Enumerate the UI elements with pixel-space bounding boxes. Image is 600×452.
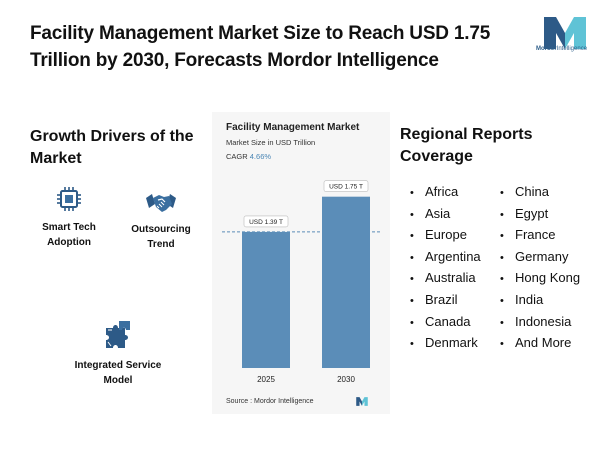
regions-heading: Regional Reports Coverage [400, 126, 533, 165]
chart-title: Facility Management Market [226, 122, 360, 133]
region-item: And More [500, 333, 580, 355]
bar-2030 [322, 196, 370, 368]
regions-list-col1: AfricaAsiaEuropeArgentinaAustraliaBrazil… [410, 182, 481, 355]
chip-icon [57, 187, 81, 211]
region-item: Canada [410, 312, 481, 334]
driver-smart-tech: Smart Tech Adoption [32, 186, 106, 250]
source-logo-icon [356, 397, 368, 406]
region-item: Europe [410, 225, 481, 247]
mordor-logo-icon [544, 17, 586, 49]
cagr-label: CAGR [226, 152, 248, 161]
cagr-value: 4.66% [249, 152, 272, 161]
puzzle-icon [106, 321, 130, 348]
regions-list-col2: ChinaEgyptFranceGermanyHong KongIndiaInd… [500, 182, 580, 355]
region-item: Australia [410, 268, 481, 290]
region-item: Indonesia [500, 312, 580, 334]
bar-2025 [242, 231, 290, 368]
region-item: Asia [410, 204, 481, 226]
value-label-box [243, 215, 289, 228]
region-item: Brazil [410, 290, 481, 312]
chart-subtitle: Market Size in USD Trillion [226, 138, 316, 147]
page-title: Facility Management Market Size to Reach… [30, 23, 491, 71]
driver-label: Smart Tech Adoption [42, 222, 96, 248]
driver-outsourcing: Outsourcing Trend [122, 192, 200, 252]
region-item: Egypt [500, 204, 580, 226]
drivers-heading: Growth Drivers of the Market [30, 128, 194, 167]
region-item: China [500, 182, 580, 204]
region-item: Germany [500, 247, 580, 269]
value-label: USD 1.75 T [329, 184, 363, 191]
driver-label: Outsourcing Trend [131, 224, 191, 250]
category-label: 2030 [337, 375, 355, 384]
region-item: Hong Kong [500, 268, 580, 290]
driver-integrated-service: Integrated Service Model [68, 320, 168, 388]
region-item: Argentina [410, 247, 481, 269]
category-label: 2025 [257, 375, 275, 384]
value-label-box [323, 180, 369, 192]
driver-label: Integrated Service Model [74, 360, 162, 386]
logo-wordmark: MordorIntelligence [536, 46, 588, 52]
region-item: Africa [410, 182, 481, 204]
region-item: Denmark [410, 333, 481, 355]
region-item: France [500, 225, 580, 247]
chart-source: Source : Mordor Intelligence [226, 398, 314, 405]
region-item: India [500, 290, 580, 312]
chart-cagr: CAGR 4.66% [226, 152, 271, 161]
bar-chart: USD 1.39 T 2025 USD 1.75 T 2030 [222, 180, 382, 384]
value-label: USD 1.39 T [249, 219, 283, 226]
handshake-icon [146, 194, 176, 212]
